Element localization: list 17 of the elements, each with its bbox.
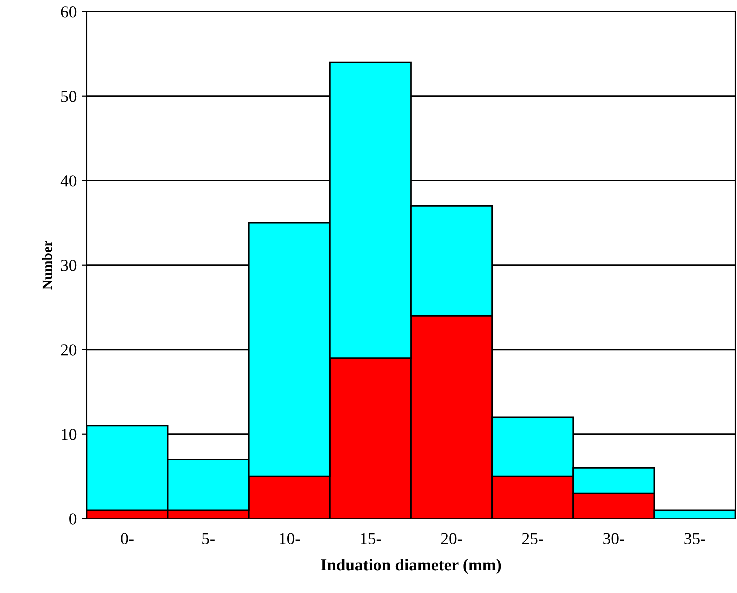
x-axis-title: Induation diameter (mm) [321,558,502,574]
x-tick-label: 35- [684,533,706,544]
x-tick-label: 20- [441,533,462,544]
x-tick-label: 15- [361,533,382,544]
y-tick-label: 60 [61,6,77,18]
x-tick-label: 10- [280,533,300,544]
y-tick-label: 40 [60,176,77,187]
y-tick-label: 0 [70,514,77,525]
y-tick-label: 10 [62,429,77,440]
x-tick-label: 30- [604,533,624,544]
y-axis-title: Number [42,240,52,290]
x-tick-label: 5- [202,533,215,544]
y-tick-label: 50 [62,91,77,102]
y-tick-label: 30 [61,260,77,272]
x-tick-label: 25- [522,533,544,544]
y-tick-label: 20 [61,344,77,356]
x-tick-label: 0- [121,533,134,544]
